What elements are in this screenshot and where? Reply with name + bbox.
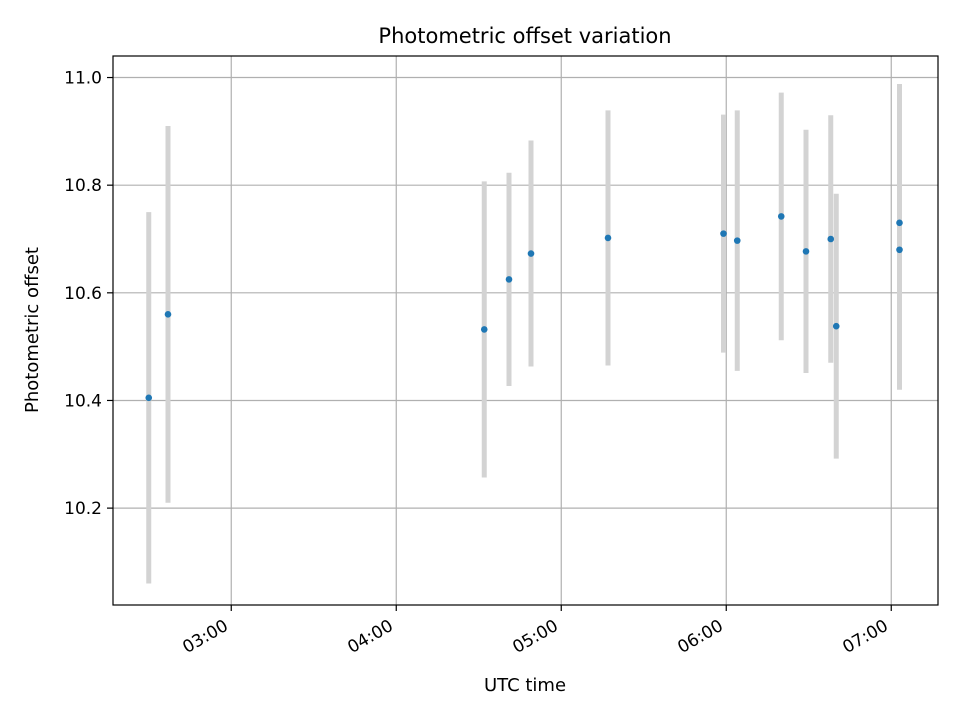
data-point bbox=[832, 322, 840, 330]
data-point bbox=[827, 235, 835, 243]
data-point bbox=[604, 234, 612, 242]
data-point bbox=[896, 219, 903, 227]
y-tick-label: 11.0 bbox=[64, 69, 102, 89]
data-points bbox=[145, 213, 903, 402]
data-point bbox=[505, 276, 513, 283]
data-point bbox=[777, 213, 785, 220]
chart-title: Photometric offset variation bbox=[378, 24, 671, 48]
data-point bbox=[164, 311, 172, 318]
data-point bbox=[733, 237, 741, 244]
data-point bbox=[145, 394, 153, 402]
y-axis-ticks: 10.2 10.4 10.6 10.8 11.0 bbox=[64, 69, 113, 519]
y-tick-label: 10.8 bbox=[64, 176, 102, 196]
y-tick-label: 10.2 bbox=[64, 499, 102, 519]
plot-frame bbox=[112, 55, 939, 606]
data-point bbox=[896, 246, 903, 254]
data-point bbox=[527, 250, 535, 257]
y-tick-label: 10.4 bbox=[64, 391, 102, 411]
y-axis-label: Photometric offset bbox=[22, 247, 43, 413]
data-point bbox=[720, 230, 727, 237]
data-point bbox=[480, 326, 488, 333]
y-tick-label: 10.6 bbox=[64, 284, 102, 304]
grid bbox=[113, 56, 938, 605]
data-point bbox=[802, 248, 810, 255]
x-axis-label: UTC time bbox=[484, 675, 566, 696]
